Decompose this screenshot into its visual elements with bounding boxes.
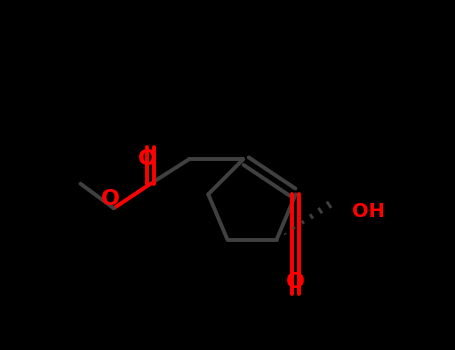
Text: O: O (101, 189, 120, 210)
Text: O: O (286, 272, 305, 292)
Text: O: O (137, 149, 157, 169)
Text: OH: OH (352, 202, 384, 221)
